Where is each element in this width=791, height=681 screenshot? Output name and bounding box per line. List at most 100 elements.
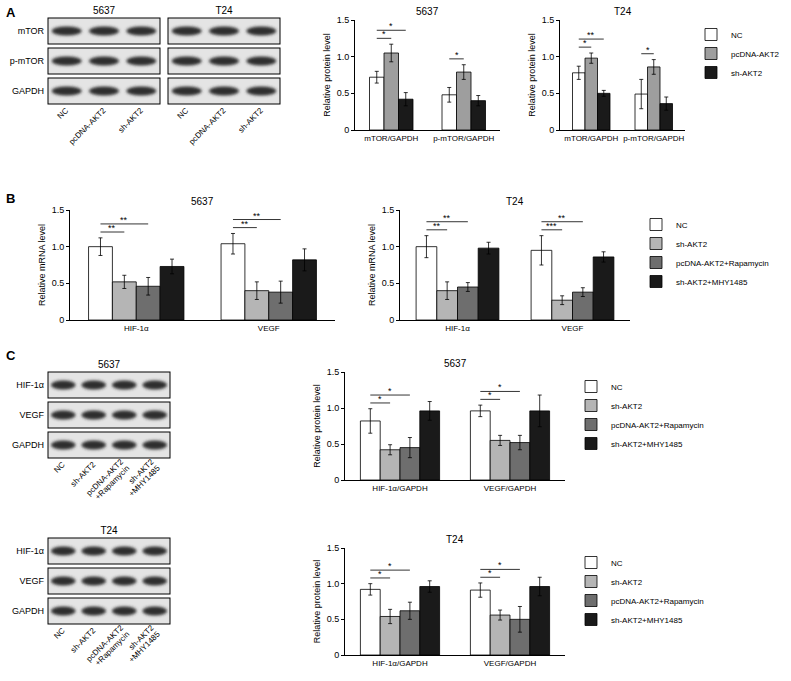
svg-text:T24: T24 xyxy=(100,525,118,536)
svg-text:pcDNA-AKT2: pcDNA-AKT2 xyxy=(731,50,780,59)
svg-text:sh-AKT2: sh-AKT2 xyxy=(69,626,98,655)
svg-text:NC: NC xyxy=(611,559,623,568)
svg-text:Relative protein level: Relative protein level xyxy=(527,33,537,117)
svg-text:mTOR/GAPDH: mTOR/GAPDH xyxy=(364,134,418,143)
svg-text:0: 0 xyxy=(344,125,349,135)
svg-text:0.5: 0.5 xyxy=(542,88,555,98)
svg-text:5637: 5637 xyxy=(98,359,121,370)
svg-text:C: C xyxy=(6,348,16,363)
svg-text:*: * xyxy=(382,29,386,39)
svg-text:sh-AKT2+MHY1485: sh-AKT2+MHY1485 xyxy=(121,457,163,499)
svg-text:0: 0 xyxy=(59,315,64,325)
svg-text:5637: 5637 xyxy=(416,6,439,17)
svg-text:sh-AKT2: sh-AKT2 xyxy=(731,69,763,78)
svg-text:GAPDH: GAPDH xyxy=(12,86,44,96)
svg-text:NC: NC xyxy=(52,460,67,475)
svg-text:pcDNA-AKT2+Rapamycin: pcDNA-AKT2+Rapamycin xyxy=(611,421,704,430)
svg-text:NC: NC xyxy=(176,106,191,121)
svg-text:pcDNA-AKT2+Rapamycin: pcDNA-AKT2+Rapamycin xyxy=(676,259,769,268)
svg-text:HIF-1α: HIF-1α xyxy=(124,324,149,333)
svg-text:Relative protein level: Relative protein level xyxy=(322,33,332,117)
svg-text:0: 0 xyxy=(549,125,554,135)
svg-text:HIF-1α/GAPDH: HIF-1α/GAPDH xyxy=(372,659,428,668)
svg-text:1.0: 1.0 xyxy=(327,579,340,589)
svg-text:*: * xyxy=(583,38,587,48)
svg-text:NC: NC xyxy=(611,383,623,392)
svg-text:VEGF: VEGF xyxy=(19,576,44,586)
svg-text:pcDNA-AKT2+Rapamycin: pcDNA-AKT2+Rapamycin xyxy=(85,623,132,670)
svg-text:sh-AKT2: sh-AKT2 xyxy=(611,402,643,411)
svg-text:0.5: 0.5 xyxy=(382,278,395,288)
svg-text:1.0: 1.0 xyxy=(52,242,65,252)
svg-text:**: ** xyxy=(108,223,116,233)
svg-text:*: * xyxy=(488,568,492,578)
svg-text:0.5: 0.5 xyxy=(337,88,350,98)
svg-text:mTOR/GAPDH: mTOR/GAPDH xyxy=(564,134,618,143)
svg-text:T24: T24 xyxy=(506,196,524,207)
svg-text:GAPDH: GAPDH xyxy=(12,440,44,450)
svg-text:pcDNA-AKT2+Rapamycin: pcDNA-AKT2+Rapamycin xyxy=(611,597,704,606)
svg-text:1.0: 1.0 xyxy=(327,403,340,413)
svg-text:p-mTOR/GAPDH: p-mTOR/GAPDH xyxy=(623,134,684,143)
svg-text:Relative mRNA level: Relative mRNA level xyxy=(37,224,47,306)
svg-text:sh-AKT2+MHY1485: sh-AKT2+MHY1485 xyxy=(676,278,748,287)
svg-text:sh-AKT2: sh-AKT2 xyxy=(69,460,98,489)
svg-text:HIF-1α: HIF-1α xyxy=(16,380,44,390)
svg-text:*: * xyxy=(498,382,502,392)
svg-text:VEGF/GAPDH: VEGF/GAPDH xyxy=(484,484,537,493)
svg-text:sh-AKT2+MHY1485: sh-AKT2+MHY1485 xyxy=(611,440,683,449)
svg-text:***: *** xyxy=(546,221,557,231)
svg-text:GAPDH: GAPDH xyxy=(12,606,44,616)
svg-text:1.0: 1.0 xyxy=(382,242,395,252)
svg-text:pcDNA-AKT2: pcDNA-AKT2 xyxy=(187,106,228,147)
svg-text:0.5: 0.5 xyxy=(327,439,340,449)
svg-text:**: ** xyxy=(433,221,441,231)
svg-text:sh-AKT2: sh-AKT2 xyxy=(611,578,643,587)
svg-text:0: 0 xyxy=(334,475,339,485)
svg-text:sh-AKT2+MHY1485: sh-AKT2+MHY1485 xyxy=(611,616,683,625)
svg-text:**: ** xyxy=(241,219,249,229)
svg-text:VEGF/GAPDH: VEGF/GAPDH xyxy=(484,659,537,668)
svg-text:NC: NC xyxy=(676,221,688,230)
svg-text:NC: NC xyxy=(731,31,743,40)
svg-text:1.5: 1.5 xyxy=(382,205,395,215)
svg-text:Relative protein level: Relative protein level xyxy=(312,560,322,644)
svg-text:sh-AKT2: sh-AKT2 xyxy=(676,240,708,249)
svg-text:Relative mRNA level: Relative mRNA level xyxy=(367,224,377,306)
svg-text:5637: 5637 xyxy=(93,5,116,16)
svg-text:T24: T24 xyxy=(446,534,464,545)
svg-text:*: * xyxy=(646,45,650,55)
svg-text:NC: NC xyxy=(52,626,67,641)
svg-text:**: ** xyxy=(120,215,128,225)
svg-text:p-mTOR/GAPDH: p-mTOR/GAPDH xyxy=(433,134,494,143)
svg-text:*: * xyxy=(389,21,393,31)
svg-text:*: * xyxy=(455,50,459,60)
svg-text:B: B xyxy=(6,191,15,206)
svg-text:*: * xyxy=(378,569,382,579)
svg-text:**: ** xyxy=(587,30,595,40)
svg-text:5637: 5637 xyxy=(191,196,214,207)
svg-text:T24: T24 xyxy=(215,5,233,16)
svg-text:Relative protein level: Relative protein level xyxy=(312,384,322,468)
svg-text:sh-AKT2: sh-AKT2 xyxy=(116,106,145,135)
svg-text:1.5: 1.5 xyxy=(327,543,340,553)
svg-text:1.5: 1.5 xyxy=(542,15,555,25)
svg-text:*: * xyxy=(488,390,492,400)
svg-text:HIF-1α: HIF-1α xyxy=(16,546,44,556)
svg-text:1.5: 1.5 xyxy=(327,367,340,377)
svg-text:pcDNA-AKT2: pcDNA-AKT2 xyxy=(67,106,108,147)
svg-text:*: * xyxy=(378,394,382,404)
svg-text:1.5: 1.5 xyxy=(52,205,65,215)
svg-text:*: * xyxy=(388,561,392,571)
svg-text:**: ** xyxy=(558,213,566,223)
svg-text:HIF-1α: HIF-1α xyxy=(445,324,470,333)
svg-text:sh-AKT2: sh-AKT2 xyxy=(236,106,265,135)
svg-text:*: * xyxy=(498,560,502,570)
svg-text:A: A xyxy=(6,5,16,20)
svg-text:**: ** xyxy=(443,213,451,223)
svg-text:1.5: 1.5 xyxy=(337,15,350,25)
svg-text:p-mTOR: p-mTOR xyxy=(10,56,45,66)
svg-text:sh-AKT2+MHY1485: sh-AKT2+MHY1485 xyxy=(121,623,163,665)
svg-text:pcDNA-AKT2+Rapamycin: pcDNA-AKT2+Rapamycin xyxy=(85,457,132,504)
svg-text:**: ** xyxy=(253,211,261,221)
